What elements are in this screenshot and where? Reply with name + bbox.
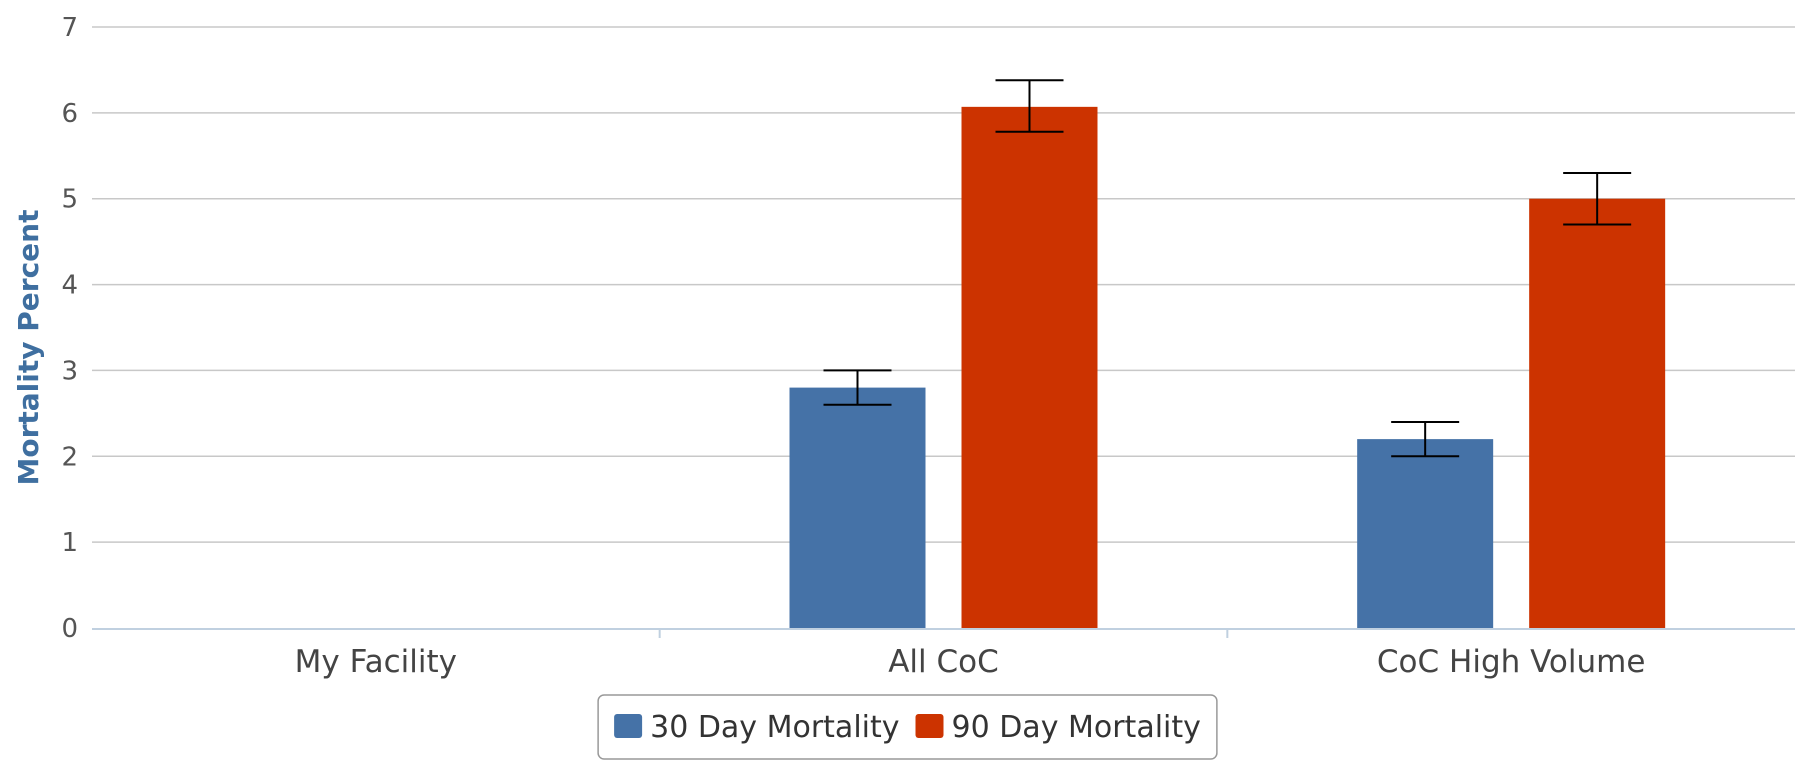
legend-box: [597, 694, 1218, 760]
legend-swatch: [614, 714, 643, 738]
x-category-label: All CoC: [888, 644, 999, 680]
bar: [1529, 198, 1666, 628]
y-axis-ticks: 0 1 2 3 4 5 6 7: [61, 13, 78, 644]
y-tick-label: 2: [61, 442, 78, 472]
legend-swatch: [915, 714, 944, 738]
legend: 30 Day Mortality 90 Day Mortality: [597, 694, 1218, 760]
y-tick-label: 6: [61, 99, 78, 129]
y-axis-title: Mortality Percent: [12, 210, 45, 486]
legend-item[interactable]: 30 Day Mortality: [614, 710, 900, 745]
legend-item[interactable]: 90 Day Mortality: [915, 710, 1201, 745]
bar: [961, 106, 1098, 628]
legend-label: 90 Day Mortality: [952, 710, 1201, 745]
y-tick-label: 7: [61, 13, 78, 43]
y-tick-label: 1: [61, 528, 78, 558]
y-tick-label: 5: [61, 185, 78, 215]
bar: [1357, 439, 1494, 628]
x-axis-categories: My Facility All CoC CoC High Volume: [295, 629, 1646, 680]
error-bars: [823, 79, 1632, 458]
gridlines: [92, 26, 1795, 543]
y-tick-label: 0: [61, 614, 78, 644]
y-tick-label: 3: [61, 356, 78, 386]
bar: [789, 387, 926, 628]
y-tick-label: 4: [61, 271, 78, 301]
bars: [789, 106, 1666, 628]
x-category-label: My Facility: [295, 644, 457, 680]
x-category-label: CoC High Volume: [1377, 644, 1646, 680]
legend-label: 30 Day Mortality: [650, 710, 899, 745]
